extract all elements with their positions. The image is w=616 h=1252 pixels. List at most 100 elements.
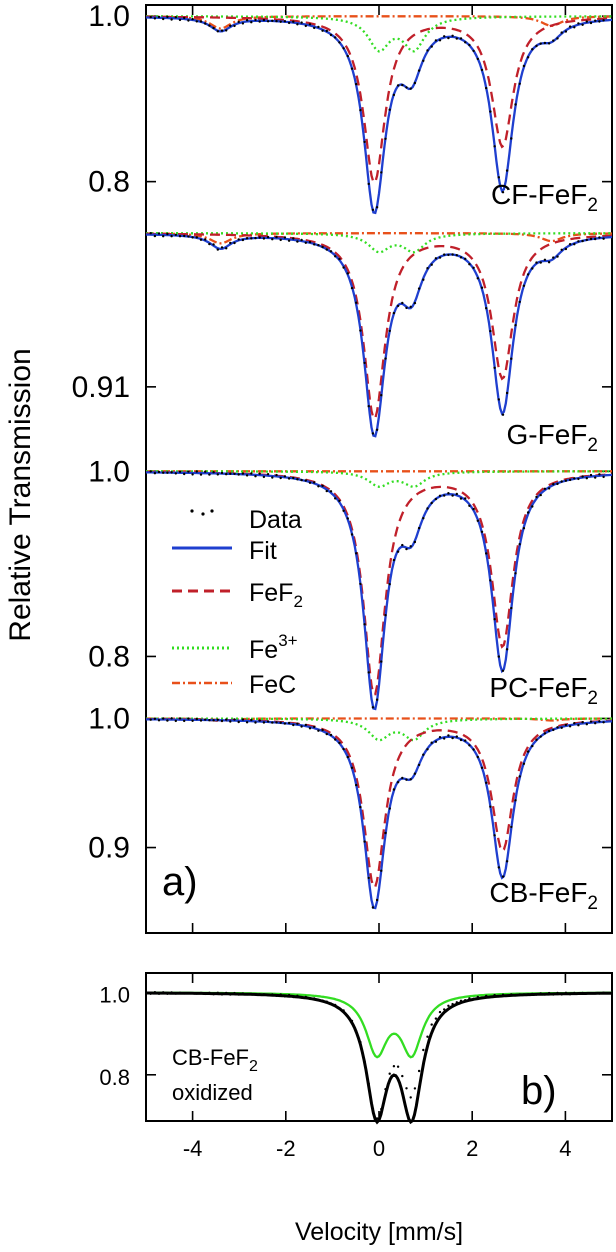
data-point	[183, 719, 186, 723]
panel-a-label: a)	[162, 860, 198, 904]
data-point	[568, 25, 572, 28]
data-point	[283, 236, 287, 239]
data-point	[279, 721, 282, 724]
data-point	[434, 257, 438, 260]
data-point	[157, 232, 161, 235]
series-fit-2	[146, 471, 613, 711]
data-point	[589, 992, 593, 995]
data-point	[568, 243, 572, 246]
data-point	[547, 42, 551, 45]
data-point	[422, 1048, 425, 1052]
data-point	[526, 56, 530, 59]
data-point	[455, 1001, 458, 1004]
data-point	[497, 655, 500, 658]
data-point	[430, 501, 433, 505]
data-point	[296, 722, 299, 725]
data-point	[392, 1065, 396, 1068]
data-point	[229, 720, 232, 723]
data-point	[367, 876, 370, 880]
data-point	[543, 732, 547, 735]
data-point	[430, 45, 433, 48]
data-point	[153, 234, 157, 238]
data-point	[292, 723, 295, 727]
data-point	[535, 44, 538, 48]
data-point	[334, 738, 337, 741]
data-point	[287, 239, 291, 242]
series-fef2-0	[145, 15, 613, 184]
sample-label-g: G-FeF2	[507, 419, 598, 456]
data-point	[573, 477, 576, 480]
data-point	[283, 475, 287, 478]
data-point	[413, 81, 417, 85]
data-point	[573, 26, 576, 29]
data-point	[338, 41, 341, 44]
data-point	[359, 582, 362, 586]
data-point	[162, 235, 165, 238]
data-point	[426, 49, 429, 52]
data-point	[552, 256, 555, 259]
data-point	[392, 558, 396, 562]
series-fe3-2	[146, 470, 612, 488]
data-point	[581, 23, 584, 26]
data-point	[279, 20, 282, 23]
data-point	[166, 719, 169, 722]
data-point	[216, 991, 219, 994]
data-point	[602, 475, 605, 479]
data-point	[334, 1003, 337, 1007]
data-point	[363, 1060, 366, 1063]
y-tick-label-2-0: 1.0	[88, 455, 130, 488]
data-point	[396, 1065, 400, 1068]
data-point	[225, 247, 228, 250]
data-point	[266, 720, 270, 723]
data-point	[594, 476, 597, 479]
data-point	[359, 109, 362, 112]
data-point	[258, 472, 261, 475]
data-point	[510, 993, 513, 996]
panel-b: 1.0 0.8 -4 -2 0 2 4	[99, 973, 612, 1161]
data-point	[443, 253, 446, 256]
data-point	[279, 476, 282, 480]
data-point	[325, 29, 328, 33]
data-point	[392, 311, 396, 315]
data-point	[476, 57, 479, 61]
data-point	[296, 23, 299, 26]
data-point	[229, 241, 232, 245]
data-point	[438, 736, 442, 739]
x-tick-label-0: -4	[183, 1136, 203, 1161]
data-point	[350, 67, 354, 70]
data-point	[413, 772, 417, 775]
data-point	[552, 483, 555, 486]
data-point	[510, 137, 513, 140]
data-point	[342, 266, 345, 269]
data-point	[321, 245, 324, 249]
data-point	[178, 991, 182, 994]
data-point	[237, 20, 240, 24]
data-point	[317, 998, 320, 1001]
data-point	[472, 507, 475, 511]
data-point	[438, 39, 442, 42]
y-tick-label-2-1: 0.8	[88, 640, 130, 673]
series-fe3-0	[146, 15, 612, 53]
data-point	[447, 492, 450, 495]
data-point	[443, 1008, 446, 1011]
data-point	[342, 509, 345, 512]
data-point	[497, 176, 500, 179]
data-point	[409, 87, 412, 90]
data-point	[480, 68, 484, 72]
data-point	[560, 726, 563, 729]
data-point	[409, 1096, 412, 1099]
data-point	[266, 235, 270, 239]
data-point	[447, 1004, 450, 1007]
data-point	[346, 755, 349, 759]
data-point	[195, 992, 198, 995]
data-point	[489, 579, 492, 582]
data-point	[149, 232, 152, 235]
data-point	[443, 737, 446, 740]
y-tick-label-1-0: 0.91	[72, 371, 130, 404]
data-point	[380, 171, 383, 174]
data-point	[543, 258, 547, 261]
data-point	[187, 992, 190, 995]
data-point	[187, 235, 190, 238]
data-point	[325, 489, 328, 493]
data-point	[409, 545, 412, 548]
